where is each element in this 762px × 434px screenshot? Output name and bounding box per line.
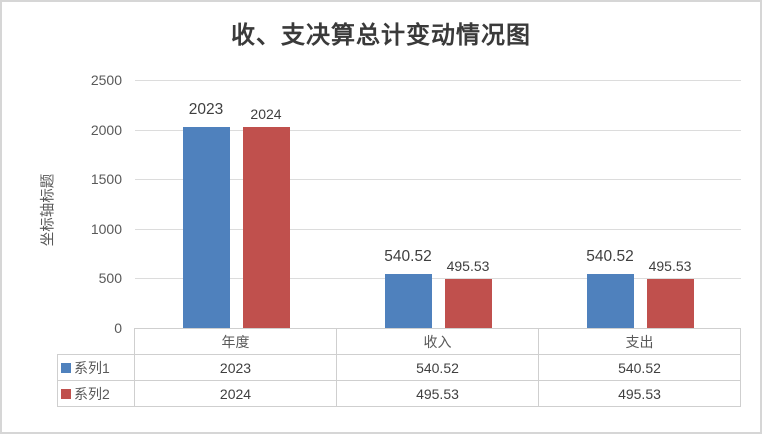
data-label: 540.52 <box>586 248 634 266</box>
data-table: 年度 收入 支出 系列1 2023 540.52 540.52 系列2 2024… <box>57 328 741 407</box>
bar-group-年度: 2023 2024 <box>135 80 337 328</box>
table-header-year: 年度 <box>135 328 337 355</box>
chart-title: 收、支决算总计变动情况图 <box>231 23 531 49</box>
bar-group-收入: 540.52 495.53 <box>337 80 539 328</box>
series1-name: 系列1 <box>74 359 110 376</box>
table-cell-s2-expense: 495.53 <box>539 381 741 407</box>
series1-color-swatch <box>61 362 71 373</box>
y-axis-title: 坐标轴标题 <box>40 173 57 247</box>
table-cell-s1-expense: 540.52 <box>539 355 741 381</box>
y-tick-label: 1500 <box>90 171 122 188</box>
bar-系列2-支出[interactable]: 495.53 <box>646 258 694 328</box>
data-label: 2024 <box>250 106 282 123</box>
series2-color-swatch <box>61 388 71 399</box>
table-cell-s2-income: 495.53 <box>337 381 539 407</box>
data-label: 495.53 <box>446 257 490 274</box>
gridline <box>135 80 741 81</box>
data-label: 2023 <box>188 101 224 119</box>
plot-area: 2500 2000 1500 1000 500 0 2023 2024 540.52 495.5… <box>91 72 741 336</box>
y-tick-label: 500 <box>98 270 122 287</box>
bar-系列2-年度[interactable]: 2024 <box>242 106 290 328</box>
bar-系列2-收入[interactable]: 495.53 <box>444 258 492 328</box>
gridline <box>135 278 741 280</box>
gridline <box>135 228 741 230</box>
bar-groups: 2023 2024 540.52 495.53 540.52 495.53 <box>135 80 741 328</box>
table-corner-cell <box>57 328 135 355</box>
legend-key-series2: 系列2 <box>57 381 135 407</box>
table-cell-s2-year: 2024 <box>135 381 337 407</box>
y-tick-label: 0 <box>114 320 122 336</box>
legend-key-series1: 系列1 <box>57 355 135 381</box>
bar-系列1-收入[interactable]: 540.52 <box>384 248 432 328</box>
table-header-expense: 支出 <box>539 328 741 355</box>
y-tick-label: 1000 <box>90 220 122 237</box>
y-tick-label: 2000 <box>90 121 122 138</box>
table-header-income: 收入 <box>337 328 539 355</box>
data-label: 495.53 <box>648 257 692 274</box>
bar-group-支出: 540.52 495.53 <box>539 80 741 328</box>
table-cell-s1-year: 2023 <box>135 355 337 381</box>
gridline <box>135 129 741 131</box>
bar-系列1-年度[interactable]: 2023 <box>182 101 230 328</box>
table-cell-s1-income: 540.52 <box>337 355 539 381</box>
series2-name: 系列2 <box>74 385 110 402</box>
data-label: 540.52 <box>384 248 432 266</box>
y-tick-label: 2500 <box>90 72 122 88</box>
bar-系列1-支出[interactable]: 540.52 <box>586 248 634 328</box>
gridline <box>135 179 741 181</box>
